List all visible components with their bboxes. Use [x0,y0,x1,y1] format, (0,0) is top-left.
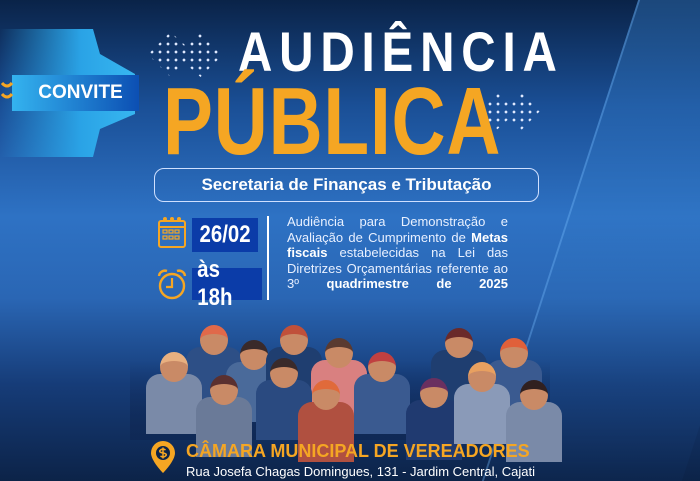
person-body [354,374,410,434]
person-body [506,402,562,462]
event-description: Audiência para Demonstração e Avaliação … [287,214,508,292]
time-box: às 18h [192,256,262,311]
title-line1: AUDIÊNCIA [238,20,564,83]
person-head [368,352,396,382]
convite-badge: CONVITE [0,75,139,111]
person-head [420,378,448,408]
person-body [298,402,354,462]
person-body [146,374,202,434]
person-head [468,362,496,392]
location-name: CÂMARA MUNICIPAL DE VEREADORES [186,441,530,461]
date-box: 26/02 [192,218,258,252]
person-head [280,325,308,355]
person-head [445,328,473,358]
person-head [160,352,188,382]
person-head [200,325,228,355]
subtitle: Secretaria de Finanças e Tributação [154,168,539,202]
chevron-icon [0,81,14,99]
person-head [240,340,268,370]
person-head [500,338,528,368]
location-pin-icon [151,441,175,473]
person-head [270,358,298,388]
person-body [406,400,462,460]
person-head [312,380,340,410]
title-line2: PÚBLICA [163,68,502,175]
calendar-icon [158,217,186,248]
alarm-clock-icon [157,269,187,300]
person-head [210,375,238,405]
person-head [520,380,548,410]
person-body [196,397,252,457]
person-body [454,384,510,444]
person-head [325,338,353,368]
divider [267,216,269,300]
location-address: Rua Josefa Chagas Domingues, 131 - Jardi… [186,464,536,479]
